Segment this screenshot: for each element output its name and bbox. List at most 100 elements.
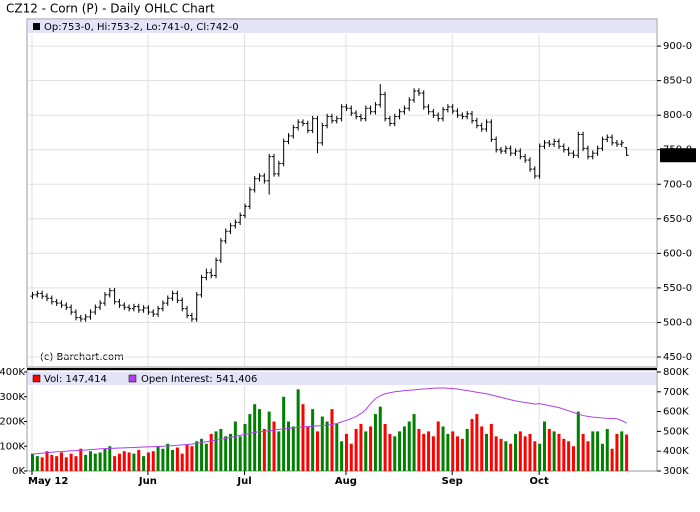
y-tick-label: 400K: [0, 367, 25, 378]
volume-bar: [98, 452, 102, 471]
volume-bar: [412, 414, 416, 471]
volume-bar: [108, 446, 112, 471]
volume-bar: [45, 451, 49, 471]
volume-bar: [320, 416, 324, 471]
volume-bar: [494, 436, 498, 471]
volume-bar: [88, 451, 92, 471]
volume-bar: [571, 446, 575, 471]
volume-bar: [103, 448, 107, 471]
volume-bar: [69, 453, 73, 471]
volume-bar: [137, 449, 141, 471]
x-tick-label: Jun: [138, 476, 157, 487]
legend-label: Vol: 147,414: [44, 374, 107, 385]
volume-bar: [557, 433, 561, 471]
last-price-label: 742-0: [663, 150, 692, 161]
volume-bar: [528, 433, 532, 471]
volume-bar: [354, 428, 358, 471]
volume-bar: [243, 423, 247, 471]
volume-bar: [171, 449, 175, 471]
y2-tick-label: 500K: [663, 426, 689, 437]
volume-bar: [84, 454, 88, 471]
volume-bar: [64, 457, 68, 471]
volume-bar: [446, 433, 450, 471]
info-marker: [33, 23, 40, 30]
volume-bar: [359, 423, 363, 471]
volume-bar: [552, 431, 556, 471]
volume-bar: [262, 428, 266, 471]
volume-bar: [272, 421, 276, 471]
y2-tick-label: 800K: [663, 367, 689, 378]
volume-bar: [562, 438, 566, 471]
volume-bar: [422, 433, 426, 471]
volume-bar: [258, 409, 262, 471]
volume-bar: [248, 414, 252, 471]
y-tick-label: 700-0: [663, 179, 692, 190]
volume-bar: [373, 414, 377, 471]
x-tick-label: Oct: [530, 476, 549, 487]
volume-bar: [600, 443, 604, 471]
volume-bar: [475, 414, 479, 471]
volume-bar: [344, 433, 348, 471]
volume-bar: [427, 431, 431, 471]
volume-bar: [93, 453, 97, 471]
copyright: (c) Barchart.com: [40, 352, 124, 363]
volume-bar: [596, 431, 600, 471]
volume-bar: [175, 447, 179, 471]
volume-bar: [180, 453, 184, 471]
y2-tick-label: 400K: [663, 446, 689, 457]
volume-bar: [567, 441, 571, 471]
volume-bar: [233, 421, 237, 471]
y-tick-label: 200K: [0, 417, 25, 428]
volume-bar: [441, 426, 445, 471]
volume-bar: [219, 428, 223, 471]
y-tick-label: 100K: [0, 441, 25, 452]
volume-bar: [451, 431, 455, 471]
legend-bar: [28, 372, 656, 385]
volume-bar: [402, 426, 406, 471]
volume-bar: [185, 445, 189, 471]
volume-bar: [620, 431, 624, 471]
y2-tick-label: 600K: [663, 407, 689, 418]
volume-bar: [465, 428, 469, 471]
volume-bar: [610, 448, 614, 471]
volume-bar: [605, 428, 609, 471]
volume-bar: [315, 431, 319, 471]
volume-bar: [156, 446, 160, 471]
volume-bar: [214, 431, 218, 471]
volume-bar: [460, 438, 464, 471]
volume-bar: [378, 406, 382, 471]
volume-bar: [282, 396, 286, 471]
volume-bar: [151, 451, 155, 471]
volume-bar: [417, 428, 421, 471]
volume-bar: [436, 421, 440, 471]
y-tick-label: 800-0: [663, 110, 692, 121]
volume-bar: [547, 428, 551, 471]
volume-bar: [533, 441, 537, 471]
volume-bar: [364, 431, 368, 471]
volume-bar: [504, 441, 508, 471]
volume-bar: [190, 446, 194, 471]
y-tick-label: 500-0: [663, 317, 692, 328]
volume-bar: [538, 443, 542, 471]
volume-bar: [615, 433, 619, 471]
volume-bar: [74, 456, 78, 471]
volume-bar: [267, 411, 271, 471]
volume-bar: [625, 434, 629, 471]
volume-bar: [291, 426, 295, 471]
volume-bar: [576, 411, 580, 471]
volume-bar: [127, 452, 131, 471]
volume-bar: [200, 438, 204, 471]
volume-bar: [340, 441, 344, 471]
volume-bar: [204, 443, 208, 471]
chart-title: CZ12 - Corn (P) - Daily OHLC Chart: [6, 2, 215, 16]
x-tick-label: Jul: [236, 476, 251, 487]
volume-bar: [586, 441, 590, 471]
y-tick-label: 550-0: [663, 283, 692, 294]
volume-bar: [518, 431, 522, 471]
volume-bar: [146, 452, 150, 471]
y-tick-label: 0K: [12, 466, 25, 477]
info-text: Op:753-0, Hi:753-2, Lo:741-0, Cl:742-0: [44, 22, 239, 33]
y2-tick-label: 300K: [663, 466, 689, 477]
legend-swatch: [32, 374, 41, 383]
legend-swatch: [128, 374, 137, 383]
